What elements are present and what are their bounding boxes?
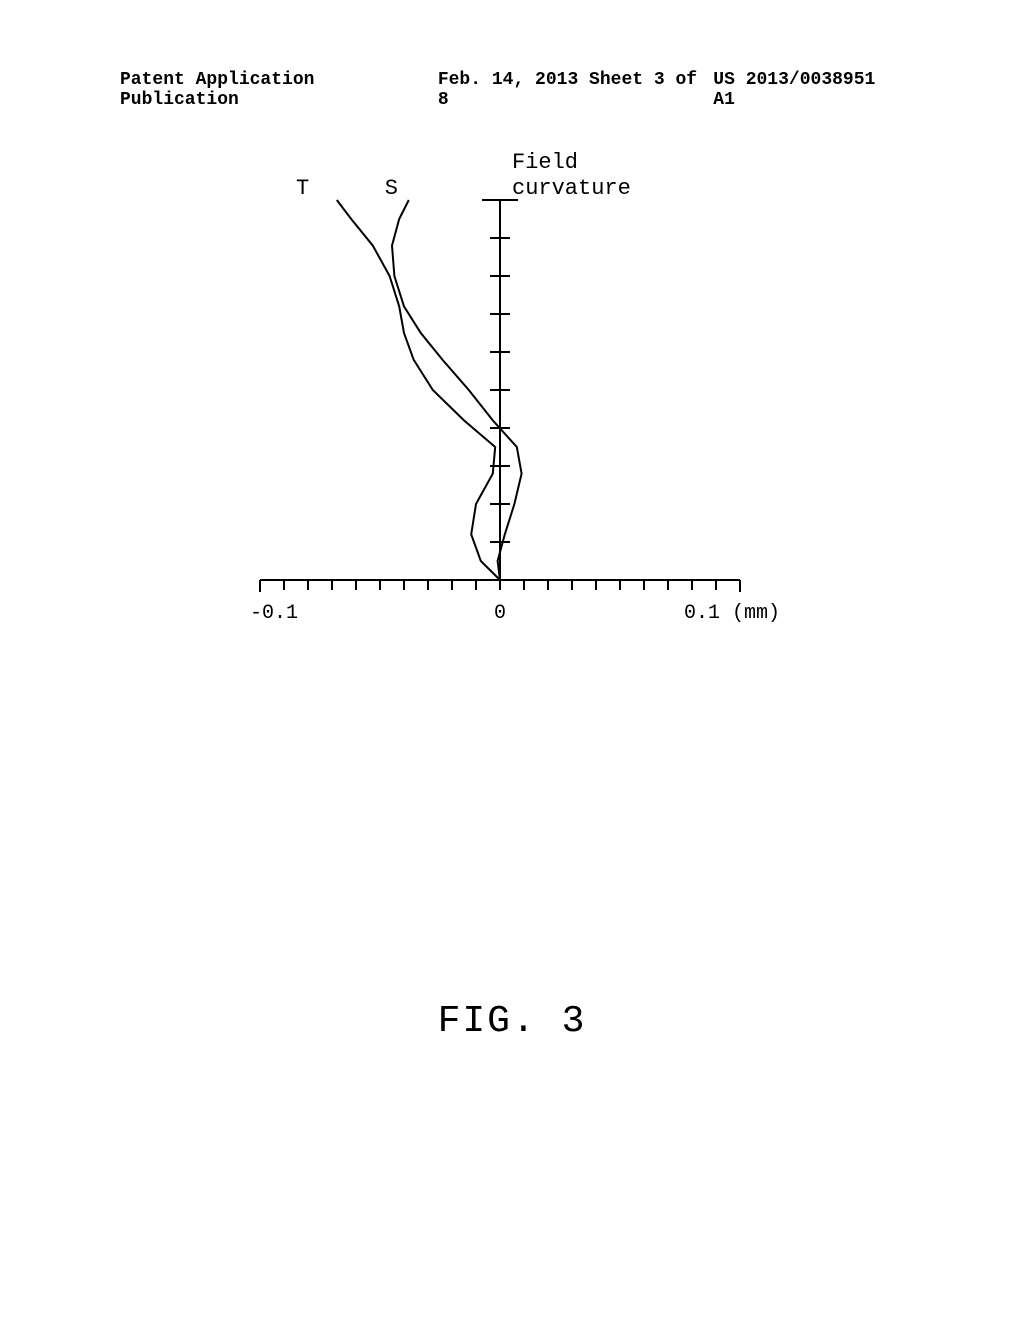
header-right: US 2013/0038951 A1 [713, 70, 904, 110]
svg-text:curvature: curvature [512, 176, 631, 201]
svg-text:0: 0 [494, 602, 506, 625]
svg-text:Field: Field [512, 150, 578, 175]
svg-text:0.1 (mm): 0.1 (mm) [684, 602, 780, 625]
header-left: Patent Application Publication [120, 70, 438, 110]
field-curvature-chart: Fieldcurvature T S -0.1 0 0.1 (mm) [200, 140, 800, 660]
page-header: Patent Application Publication Feb. 14, … [0, 70, 1024, 110]
chart-svg: Fieldcurvature T S -0.1 0 0.1 (mm) [200, 140, 800, 660]
svg-text:T: T [296, 176, 309, 201]
svg-text:-0.1: -0.1 [250, 602, 298, 625]
figure-label: FIG. 3 [0, 1000, 1024, 1043]
header-middle: Feb. 14, 2013 Sheet 3 of 8 [438, 70, 713, 110]
svg-text:S: S [385, 176, 398, 201]
